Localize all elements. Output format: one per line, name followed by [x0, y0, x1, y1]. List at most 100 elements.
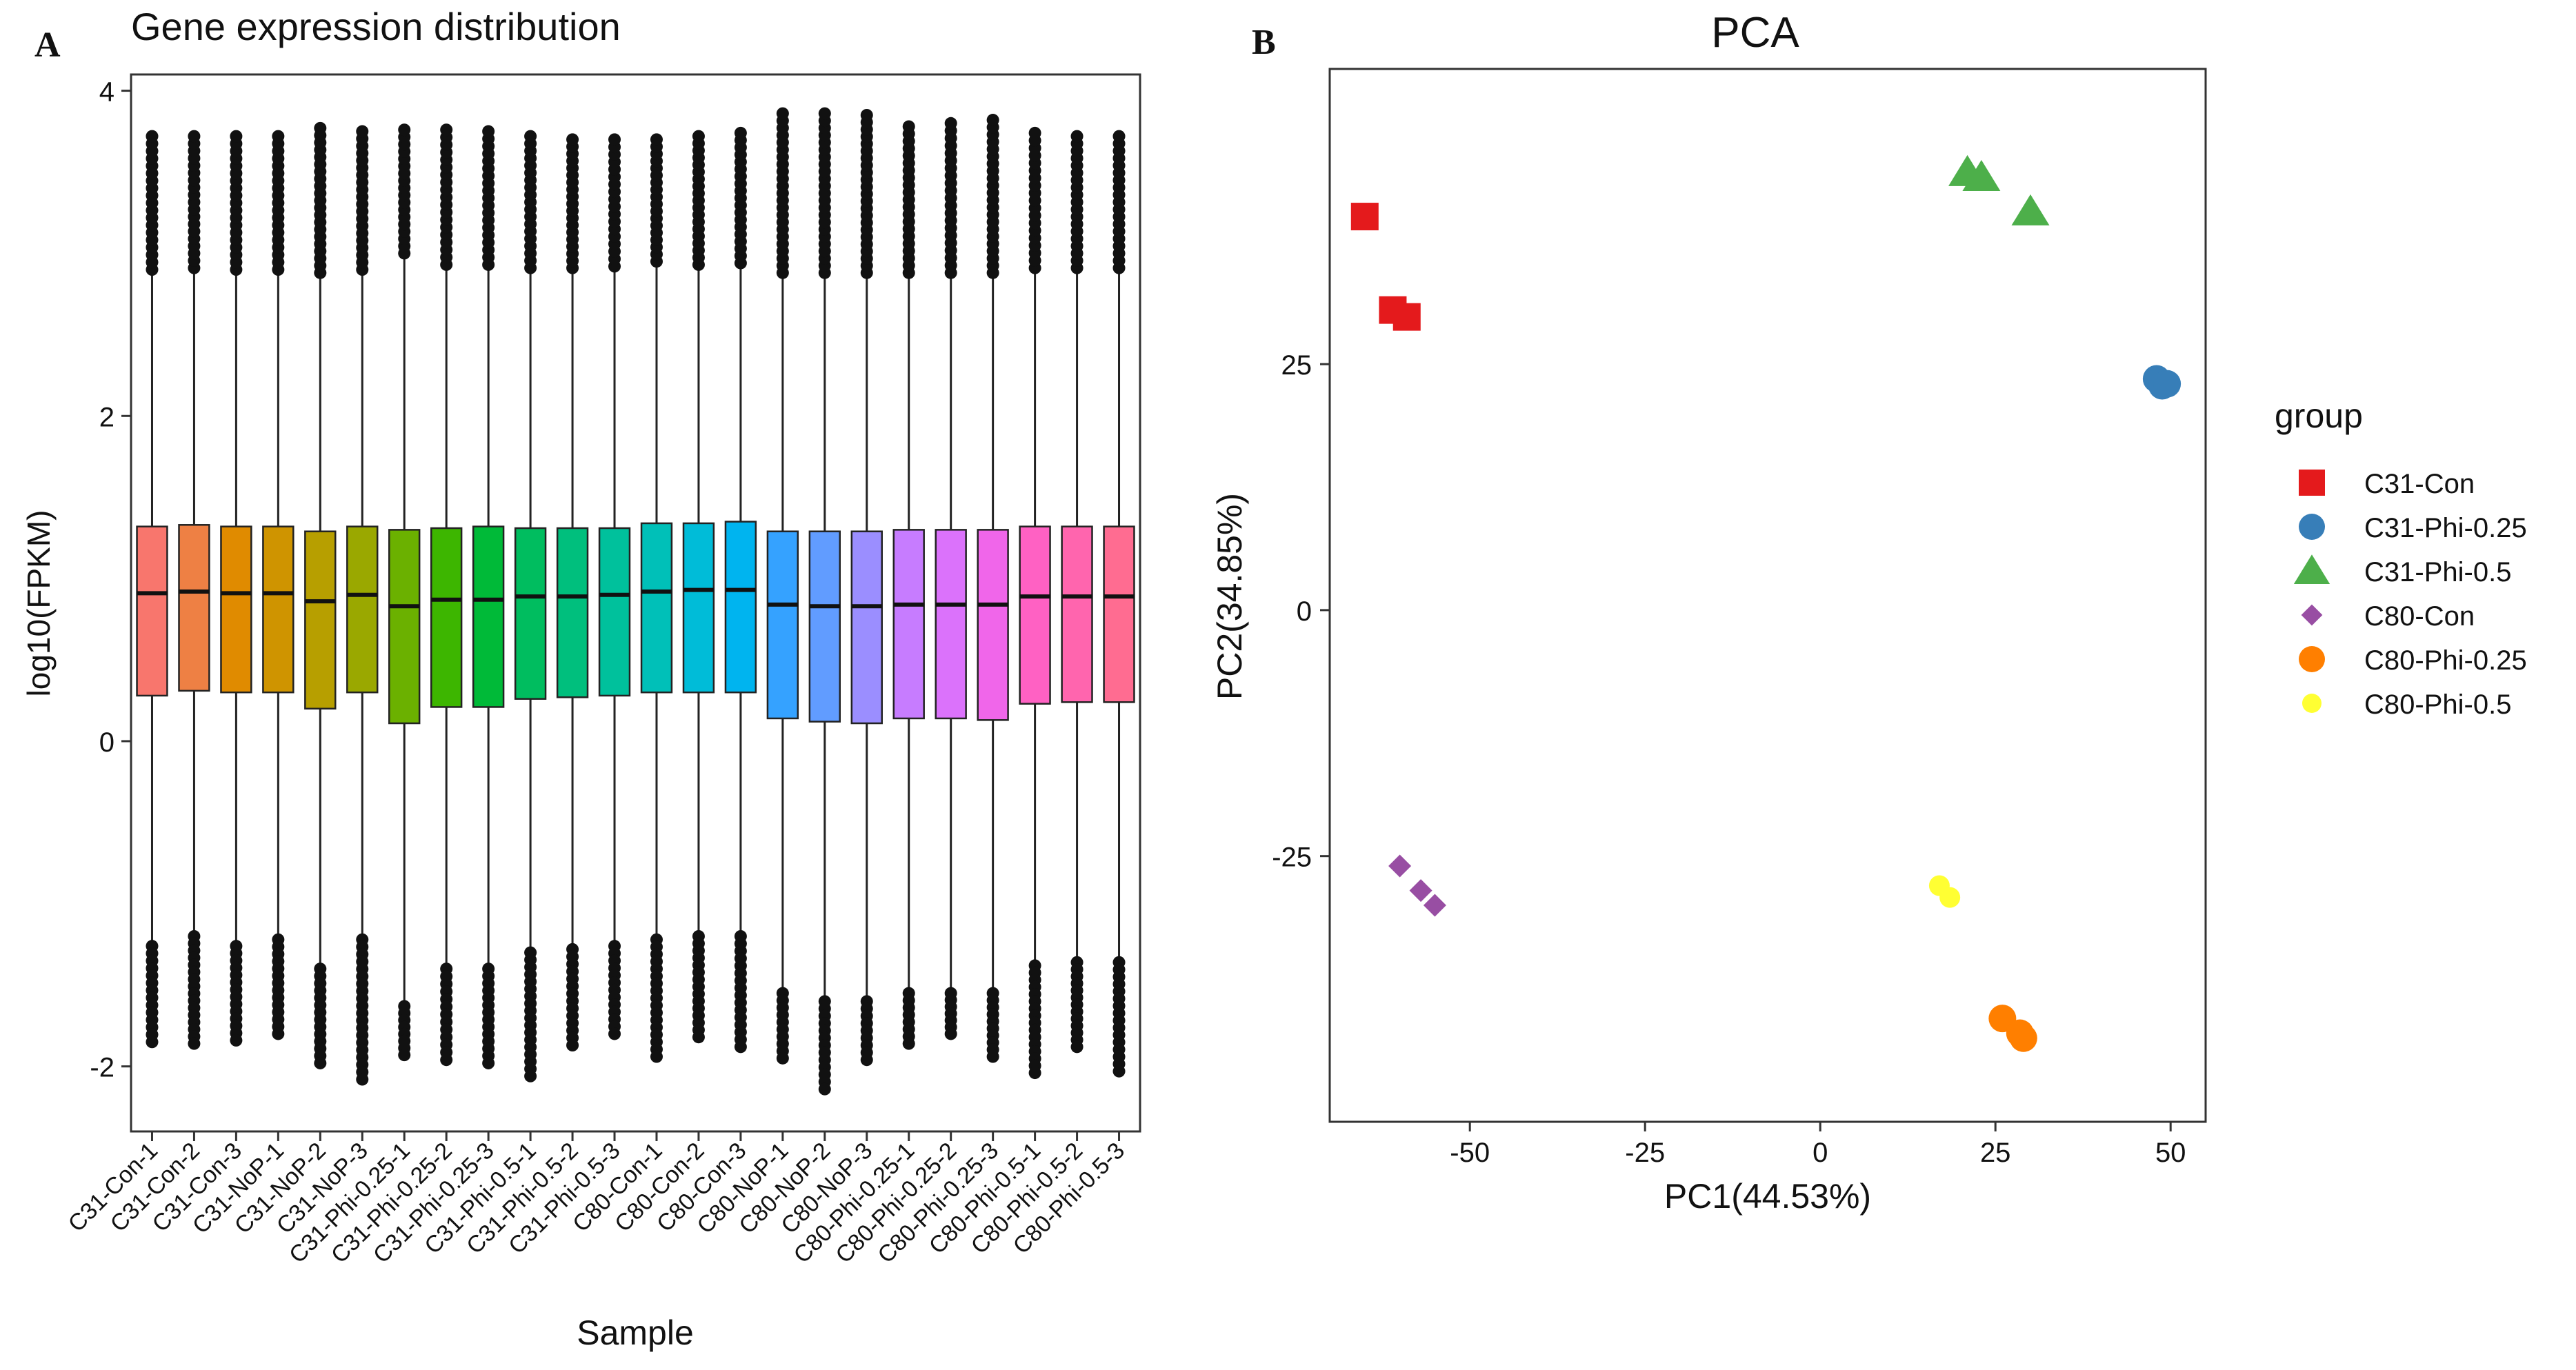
- box-C80-NoP-3: [850, 108, 883, 1067]
- boxplot-title: Gene expression distribution: [131, 5, 621, 48]
- pca-legend-title: group: [2275, 396, 2363, 435]
- pca-point-C31-Phi-0.5: [2011, 194, 2050, 225]
- box-C31-Con-3: [220, 130, 252, 1047]
- box-C31-NoP-2: [304, 121, 337, 1069]
- pca-point-C31-Con: [1350, 203, 1379, 231]
- box-outlier: [482, 1056, 495, 1069]
- pca-legend: group C31-Con C31-Phi-0.25 C31-Phi-0.5 C80-…: [2275, 396, 2527, 720]
- box-iqr: [304, 530, 337, 710]
- box-C80-Con-1: [640, 133, 673, 1063]
- pca-point-C31-Con: [1392, 303, 1421, 331]
- boxplot-y-axis: -2 0 2 4: [90, 77, 131, 1083]
- pca-y-tick-label: 0: [1297, 596, 1312, 627]
- box-outlier: [650, 133, 663, 146]
- box-outlier: [608, 133, 621, 146]
- box-outlier: [398, 123, 411, 137]
- pca-legend-label: C80-Phi-0.25: [2364, 645, 2527, 676]
- box-outlier: [608, 1027, 621, 1040]
- box-outlier: [944, 117, 957, 130]
- box-iqr: [935, 529, 967, 720]
- box-outlier: [818, 1082, 831, 1096]
- pca-legend-key: [2299, 514, 2325, 540]
- box-outlier: [188, 1037, 201, 1050]
- box-iqr: [430, 527, 463, 708]
- box-outlier: [146, 1036, 159, 1049]
- box-outlier: [902, 1037, 915, 1050]
- box-C80-Con-3: [724, 126, 757, 1054]
- box-outlier: [230, 130, 243, 143]
- pca-y-tick-label: 25: [1281, 350, 1312, 381]
- box-iqr: [346, 525, 379, 694]
- box-C31-Phi-0.25-3: [472, 125, 505, 1069]
- pca-x-tick-label: -50: [1450, 1138, 1490, 1168]
- box-C80-Phi-0.25-2: [935, 117, 967, 1040]
- box-iqr: [1019, 525, 1051, 705]
- box-iqr: [178, 524, 210, 692]
- pca-title: PCA: [1711, 9, 1799, 57]
- box-C80-Phi-0.25-3: [977, 114, 1009, 1063]
- pca-point-C80-Con: [1409, 879, 1432, 903]
- box-outlier: [188, 130, 201, 143]
- box-outlier: [1028, 1067, 1041, 1080]
- pca-plot-area: [1328, 68, 2207, 1123]
- pca-point-C80-Phi-0.25: [2009, 1024, 2037, 1052]
- pca-point-C80-Phi-0.5: [1939, 887, 1961, 908]
- box-C80-Phi-0.5-2: [1061, 130, 1093, 1054]
- box-outlier: [524, 1069, 537, 1082]
- boxplot-x-axis: C31-Con-1C31-Con-2C31-Con-3C31-NoP-1C31-…: [63, 1131, 1130, 1269]
- box-iqr: [220, 525, 252, 694]
- box-outlier: [356, 1073, 369, 1086]
- box-iqr: [1061, 525, 1093, 703]
- boxplot-panel: Gene expression distribution -2 0 2 4 C31-C…: [21, 5, 1141, 1352]
- box-iqr: [514, 527, 547, 700]
- box-C31-Phi-0.5-1: [514, 130, 547, 1082]
- box-outlier: [902, 120, 915, 133]
- box-iqr: [1103, 525, 1135, 703]
- pca-legend-label: C80-Con: [2364, 601, 2475, 632]
- pca-point-C31-Phi-0.25: [2153, 370, 2181, 398]
- boxplot-x-axis-label: Sample: [577, 1313, 694, 1352]
- boxplot-series: [136, 107, 1135, 1096]
- box-C80-Phi-0.25-1: [892, 120, 925, 1050]
- panel-b-letter: B: [1252, 23, 1276, 62]
- pca-x-tick-label: 50: [2155, 1138, 2186, 1168]
- boxplot-y-axis-label: log10(FPKM): [21, 510, 57, 697]
- box-iqr: [388, 529, 421, 725]
- pca-y-tick-label: -25: [1272, 843, 1312, 873]
- box-outlier: [734, 126, 747, 139]
- box-outlier: [860, 108, 873, 121]
- pca-panel: PCA -50 -25 0 25 50 -25 0 25 PC1(44.53%) PC2(34…: [1210, 9, 2527, 1216]
- boxplot-y-tick-label: 4: [99, 77, 114, 108]
- box-outlier: [314, 1056, 327, 1069]
- pca-axes: -50 -25 0 25 50 -25 0 25: [1272, 350, 2186, 1168]
- box-C80-Con-2: [682, 130, 715, 1044]
- box-outlier: [734, 1040, 747, 1054]
- box-outlier: [482, 125, 495, 138]
- box-C31-Phi-0.5-3: [598, 133, 631, 1040]
- box-outlier: [776, 1051, 789, 1065]
- pca-legend-key: [2302, 694, 2322, 713]
- box-iqr: [766, 530, 799, 720]
- pca-x-tick-label: 0: [1813, 1138, 1828, 1168]
- box-outlier: [986, 1050, 999, 1063]
- box-outlier: [272, 1027, 285, 1040]
- box-outlier: [1070, 130, 1084, 143]
- box-iqr: [262, 525, 294, 694]
- panel-a-letter: A: [34, 26, 61, 65]
- box-outlier: [692, 1031, 705, 1044]
- box-C31-NoP-1: [262, 130, 294, 1040]
- box-C31-Phi-0.25-1: [388, 123, 421, 1062]
- pca-legend-label: C31-Con: [2364, 469, 2475, 499]
- box-iqr: [977, 529, 1009, 721]
- box-outlier: [440, 1054, 453, 1067]
- box-outlier: [524, 130, 537, 143]
- box-iqr: [472, 525, 505, 708]
- box-outlier: [314, 121, 327, 134]
- box-C31-NoP-3: [346, 125, 379, 1086]
- box-C80-Phi-0.5-3: [1103, 130, 1135, 1078]
- pca-points: [1350, 154, 2181, 1052]
- box-outlier: [356, 125, 369, 138]
- box-iqr: [892, 529, 925, 720]
- pca-legend-key: [2299, 470, 2325, 496]
